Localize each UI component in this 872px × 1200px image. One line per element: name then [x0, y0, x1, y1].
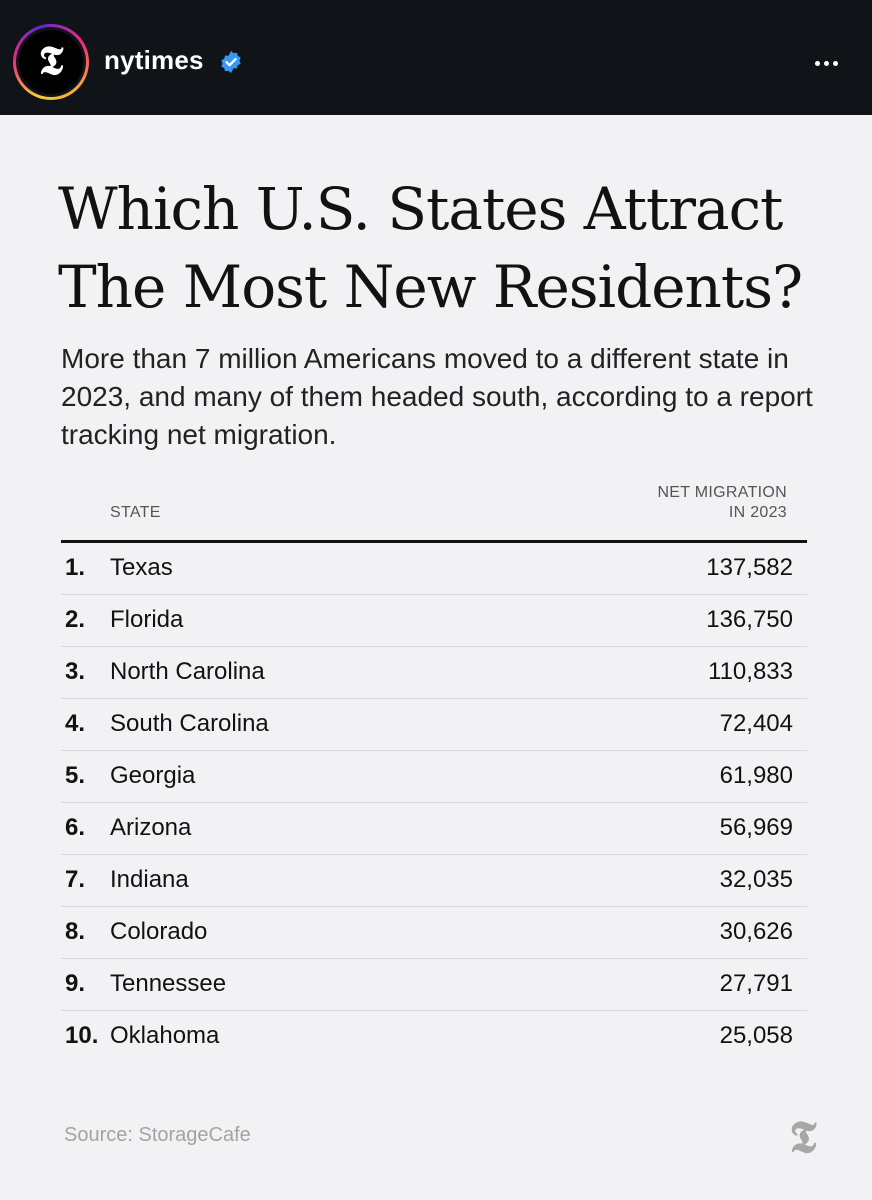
rank-label: 3. — [65, 658, 86, 685]
state-name: North Carolina — [110, 658, 265, 685]
rank-label: 9. — [65, 970, 86, 997]
title-line-1: Which U.S. States Attract — [58, 175, 783, 243]
net-migration-value: 61,980 — [719, 762, 793, 789]
net-migration-value: 27,791 — [719, 970, 793, 997]
column-header-state: STATE — [110, 504, 161, 521]
table-row: 1. Texas 137,582 — [61, 543, 807, 595]
rank-label: 10. — [65, 1022, 99, 1049]
table-row: 10. Oklahoma 25,058 — [61, 1011, 807, 1062]
graphic-subtitle: More than 7 million Americans moved to a… — [61, 343, 813, 450]
table-header: STATE NET MIGRATION IN 2023 — [61, 478, 807, 543]
table-row: 9. Tennessee 27,791 — [61, 959, 807, 1011]
state-name: Texas — [110, 554, 173, 581]
net-migration-value: 56,969 — [719, 814, 793, 841]
state-name: South Carolina — [110, 710, 269, 737]
more-options-icon[interactable] — [806, 48, 846, 78]
column-header-net-migration: NET MIGRATION IN 2023 — [587, 483, 787, 523]
state-name: Indiana — [110, 866, 189, 893]
migration-table: STATE NET MIGRATION IN 2023 1. Texas 137… — [61, 478, 807, 1062]
rank-label: 5. — [65, 762, 86, 789]
state-name: Colorado — [110, 918, 208, 945]
table-row: 7. Indiana 32,035 — [61, 855, 807, 907]
net-migration-value: 72,404 — [719, 710, 793, 737]
state-name: Tennessee — [110, 970, 227, 997]
graphic-title: Which U.S. States Attract The Most New R… — [58, 170, 848, 326]
title-line-2: The Most New Residents? — [58, 253, 803, 321]
state-name: Oklahoma — [110, 1022, 220, 1049]
rank-label: 1. — [65, 554, 86, 581]
state-name: Arizona — [110, 814, 192, 841]
rank-label: 6. — [65, 814, 86, 841]
rank-label: 4. — [65, 710, 86, 737]
table-row: 4. South Carolina 72,404 — [61, 699, 807, 751]
source-credit: Source: StorageCafe — [64, 1124, 251, 1146]
net-migration-value: 30,626 — [719, 918, 793, 945]
net-migration-value: 110,833 — [708, 658, 793, 685]
net-migration-value: 137,582 — [706, 554, 793, 581]
post-header: 𝕿 nytimes — [0, 0, 872, 115]
table-row: 8. Colorado 30,626 — [61, 907, 807, 959]
net-migration-value: 32,035 — [719, 866, 793, 893]
net-migration-value: 25,058 — [719, 1022, 793, 1049]
verified-badge-icon — [221, 51, 241, 73]
table-row: 6. Arizona 56,969 — [61, 803, 807, 855]
avatar[interactable]: 𝕿 — [19, 30, 83, 94]
rank-label: 8. — [65, 918, 86, 945]
username-link[interactable]: nytimes — [104, 45, 204, 75]
table-body: 1. Texas 137,582 2. Florida 136,750 3. N… — [61, 543, 807, 1062]
net-migration-value: 136,750 — [706, 606, 793, 633]
table-row: 3. North Carolina 110,833 — [61, 647, 807, 699]
nyt-logo-icon: 𝕿 — [38, 37, 64, 84]
column-header-net-line-2: IN 2023 — [728, 504, 787, 521]
rank-label: 2. — [65, 606, 86, 633]
rank-label: 7. — [65, 866, 86, 893]
table-row: 5. Georgia 61,980 — [61, 751, 807, 803]
profile-avatar-ring[interactable]: 𝕿 — [13, 24, 89, 100]
state-name: Georgia — [110, 762, 196, 789]
column-header-net-line-1: NET MIGRATION — [657, 484, 787, 501]
state-name: Florida — [110, 606, 184, 633]
table-row: 2. Florida 136,750 — [61, 595, 807, 647]
nyt-logo-icon: 𝕿 — [789, 1112, 817, 1163]
